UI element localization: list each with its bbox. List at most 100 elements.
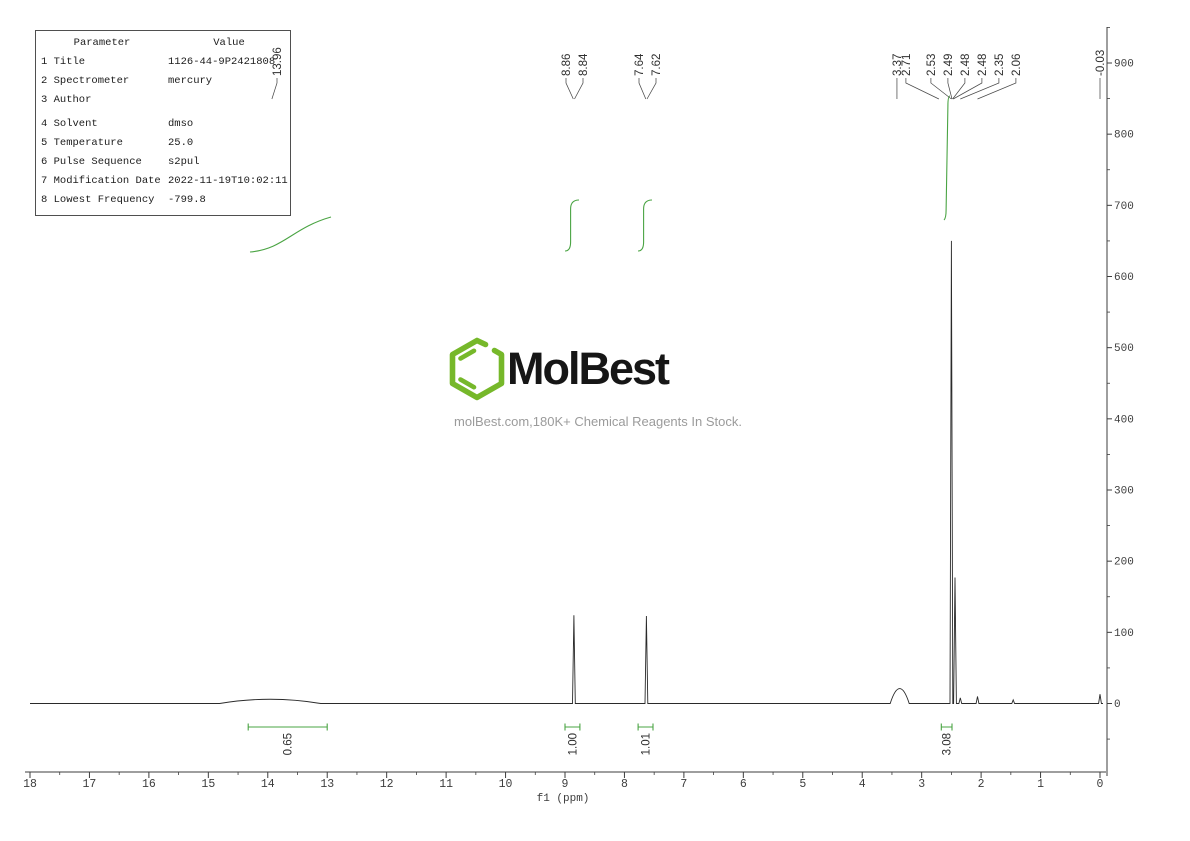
peak-connector [905, 78, 940, 100]
peak-label: 3.37 [892, 54, 904, 76]
x-tick-label: 11 [439, 778, 453, 791]
x-tick-label: 18 [23, 778, 37, 791]
parameter-name: 5 Temperature [41, 137, 123, 149]
x-axis-title: f1 (ppm) [537, 793, 590, 805]
parameter-value [168, 91, 290, 110]
value-header-label: Value [213, 37, 245, 49]
y-tick-label: 900 [1114, 59, 1134, 71]
peak-label: -0.03 [1095, 50, 1107, 76]
parameter-table-rows: 1 Title 1126-44-9P2421808 2 Spectrometer me… [36, 53, 290, 210]
parameter-name: 1 Title [41, 56, 86, 68]
peak-connector [953, 78, 983, 100]
x-tick-label: 10 [499, 778, 513, 791]
peak-connector [574, 78, 584, 100]
integral-curve [564, 199, 580, 252]
parameter-value: -799.8 [168, 194, 206, 206]
parameter-name: 8 Lowest Frequency [41, 194, 155, 206]
y-tick-label: 300 [1114, 486, 1134, 498]
parameter-name: 2 Spectrometer [41, 75, 130, 87]
logo-text: MolBest [507, 343, 670, 394]
parameter-name: 7 Modification Date [41, 175, 161, 187]
peak-label: 7.62 [651, 54, 663, 76]
peak-connector [947, 78, 953, 100]
integral-bracket [564, 723, 581, 731]
peak-label-connectors [271, 78, 1101, 100]
integral-value-label: 1.00 [567, 733, 579, 755]
x-tick-label: 7 [680, 778, 687, 791]
parameter-row: 8 Lowest Frequency -799.8 [36, 191, 290, 210]
peak-connector [952, 78, 966, 100]
logo-row: MolBest [447, 337, 749, 401]
x-tick-label: 1 [1037, 778, 1044, 791]
parameter-row: 7 Modification Date 2022-11-19T10:02:11 [36, 172, 290, 191]
integral-curve [249, 216, 332, 253]
parameter-table: Parameter Value 1 Title 1126-44-9P2421808… [35, 30, 291, 216]
watermark: MolBest molBest.com,180K+ Chemical Reage… [447, 337, 749, 429]
parameter-value: 2022-11-19T10:02:11 [168, 175, 288, 187]
peak-label: 8.86 [561, 54, 573, 76]
parameter-value: 1126-44-9P2421808 [168, 56, 276, 68]
parameter-table-header: Parameter Value [36, 33, 290, 53]
y-axis-labels: 0 100 200 300 400 500 600 700 800 900 [1114, 59, 1134, 712]
parameter-row: 4 Solvent dmso [36, 115, 290, 134]
peak-connector [646, 78, 657, 100]
y-axis [1106, 27, 1112, 776]
x-tick-label: 6 [740, 778, 747, 791]
x-tick-label: 14 [261, 778, 275, 791]
peak-label: 8.84 [578, 53, 590, 76]
peak-connector [960, 78, 1000, 100]
x-tick-label: 8 [621, 778, 628, 791]
x-tick-label: 0 [1097, 778, 1104, 791]
integral-brackets [247, 723, 953, 731]
integral-value-label: 3.08 [942, 733, 954, 755]
y-tick-label: 600 [1114, 272, 1134, 284]
parameter-row: 2 Spectrometer mercury [36, 72, 290, 91]
peak-label: 2.06 [1011, 54, 1023, 76]
y-tick-label: 0 [1114, 699, 1121, 711]
x-tick-label: 12 [380, 778, 394, 791]
integral-values: 0.65 1.00 1.01 3.08 [283, 733, 954, 755]
parameter-name: 3 Author [41, 94, 92, 106]
spectrum-trace [30, 240, 1103, 704]
x-tick-label: 17 [83, 778, 97, 791]
peak-label: 7.64 [634, 53, 646, 76]
parameter-value: 25.0 [168, 137, 194, 149]
integral-bracket [940, 723, 953, 731]
integral-curves [249, 95, 951, 253]
peak-label: 2.48 [960, 54, 972, 76]
integral-curve [637, 199, 653, 252]
parameter-value: dmso [168, 118, 194, 130]
peak-connector [977, 78, 1017, 100]
integral-bracket [247, 723, 328, 731]
peak-label: 2.48 [977, 54, 989, 76]
integral-value-label: 1.01 [641, 733, 653, 755]
y-tick-label: 700 [1114, 201, 1134, 213]
parameter-name: 6 Pulse Sequence [41, 156, 142, 168]
x-tick-label: 15 [201, 778, 215, 791]
parameter-header-label: Parameter [73, 37, 131, 49]
x-tick-label: 5 [799, 778, 806, 791]
parameter-row: 6 Pulse Sequence s2pul [36, 153, 290, 172]
peak-labels: 13.96 8.86 8.84 7.64 7.62 3.372.71 2.53 2.49 2.4… [272, 47, 1107, 76]
x-tick-label: 9 [562, 778, 569, 791]
parameter-row: 5 Temperature 25.0 [36, 134, 290, 153]
x-tick-label: 2 [978, 778, 985, 791]
parameter-value: mercury [168, 75, 213, 87]
integral-value-label: 0.65 [283, 733, 295, 755]
y-tick-label: 400 [1114, 414, 1134, 426]
x-tick-label: 3 [918, 778, 925, 791]
x-axis [25, 771, 1106, 778]
peak-label: 2.53 [926, 54, 938, 76]
peak-connector [565, 78, 574, 100]
parameter-name: 4 Solvent [41, 118, 98, 130]
watermark-tagline: molBest.com,180K+ Chemical Reagents In S… [454, 414, 742, 429]
parameter-row: 1 Title 1126-44-9P2421808 [36, 53, 290, 72]
y-tick-label: 200 [1114, 557, 1134, 569]
y-tick-label: 100 [1114, 628, 1134, 640]
peak-connector [930, 78, 952, 100]
y-tick-label: 500 [1114, 343, 1134, 355]
peak-label: 2.35 [994, 54, 1006, 76]
peak-label: 2.49 [943, 54, 955, 76]
x-tick-label: 4 [859, 778, 866, 791]
